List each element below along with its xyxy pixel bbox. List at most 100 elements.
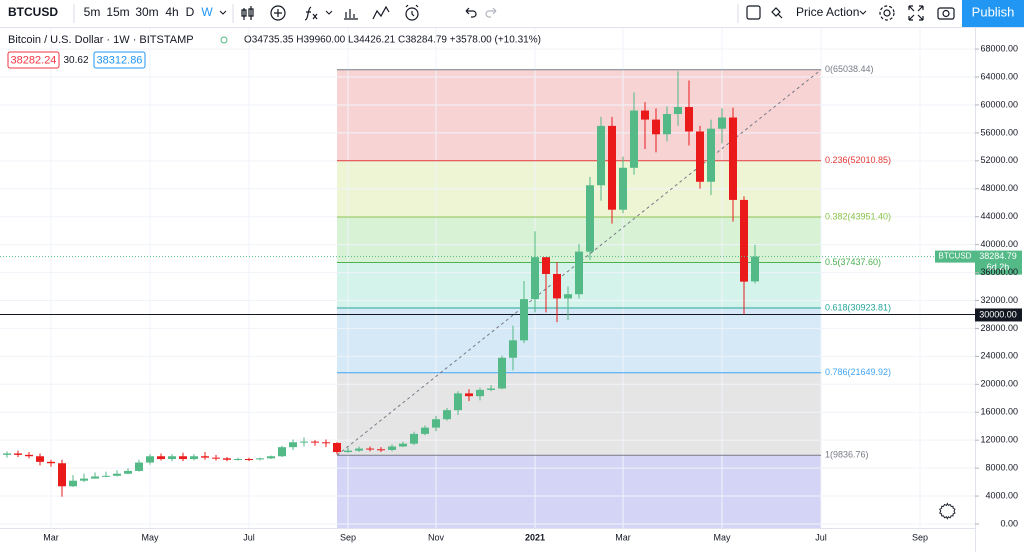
candles-icon[interactable] bbox=[241, 6, 254, 20]
candle-body bbox=[168, 456, 176, 460]
settings-gear bbox=[879, 5, 895, 21]
candle-body bbox=[388, 446, 396, 450]
candle-body bbox=[498, 357, 506, 389]
x-tick-label: Nov bbox=[428, 532, 445, 542]
bid: 38282.24 bbox=[11, 54, 57, 66]
interval[interactable]: 4h bbox=[165, 5, 178, 19]
redo-icon[interactable] bbox=[485, 7, 497, 18]
y-tick-label: 64000.00 bbox=[980, 71, 1018, 81]
ask-box[interactable] bbox=[93, 51, 146, 69]
candle-body bbox=[597, 125, 605, 186]
candle-body bbox=[113, 473, 121, 476]
candle-body bbox=[14, 453, 22, 455]
last-price-name-box bbox=[935, 250, 975, 263]
settings-icon[interactable] bbox=[883, 9, 891, 17]
axis-settings[interactable] bbox=[939, 502, 956, 520]
y-tick-label: 32000.00 bbox=[980, 295, 1018, 305]
interval[interactable]: W bbox=[201, 5, 213, 19]
candle-body bbox=[344, 450, 352, 453]
candle-body bbox=[454, 393, 462, 411]
candle-body bbox=[652, 119, 660, 135]
camera-icon[interactable] bbox=[937, 7, 955, 20]
intervals: 5m 15m 30m 4h D W bbox=[84, 5, 333, 19]
candle-body bbox=[410, 433, 418, 444]
candle-body bbox=[366, 448, 374, 450]
symbol[interactable]: BTCUSD bbox=[8, 5, 58, 19]
series-title: Bitcoin / U.S. Dollar · 1W · BITSTAMP bbox=[8, 34, 194, 46]
layout-icon[interactable] bbox=[746, 5, 761, 20]
bid-box[interactable] bbox=[7, 51, 60, 69]
dropdown-arrow bbox=[219, 10, 227, 15]
candle-body bbox=[432, 419, 440, 428]
candle-body bbox=[399, 443, 407, 447]
bars-icon[interactable] bbox=[344, 9, 358, 20]
publish-label: Publish bbox=[972, 4, 1015, 19]
fib-band bbox=[337, 308, 821, 373]
candle-body bbox=[190, 456, 198, 460]
fib-band bbox=[337, 372, 821, 456]
toolbar-icons bbox=[73, 4, 955, 23]
y-tick-label: 68000.00 bbox=[980, 43, 1018, 53]
candle-body bbox=[520, 299, 528, 341]
candle-body bbox=[36, 456, 44, 462]
candle-body bbox=[509, 340, 517, 358]
interval[interactable]: 5m bbox=[84, 5, 101, 19]
candle-body bbox=[157, 456, 165, 460]
publish-button[interactable] bbox=[962, 0, 1024, 27]
candle-body bbox=[179, 456, 187, 460]
y-tick-label: 60000.00 bbox=[980, 99, 1018, 109]
fib-trend-line bbox=[336, 69, 822, 456]
template-name[interactable]: Price Action bbox=[796, 5, 859, 19]
x-tick-label: Mar bbox=[615, 532, 631, 542]
fib-label: 0.786(21649.92) bbox=[825, 367, 891, 377]
ohlc-legend: O34735.35 H39960.00 L34426.21 C38284.79 … bbox=[244, 35, 541, 46]
y-tick-label: 40000.00 bbox=[980, 239, 1018, 249]
candle-body bbox=[69, 480, 77, 487]
candle-body bbox=[564, 294, 572, 299]
horizontal-line-tag bbox=[975, 308, 1022, 322]
y-tick-label: 12000.00 bbox=[980, 435, 1018, 445]
fx-icon[interactable] bbox=[304, 6, 318, 21]
interval[interactable]: D bbox=[186, 5, 195, 19]
candle-body bbox=[102, 475, 110, 477]
candle-body bbox=[245, 459, 253, 461]
compare-icon[interactable] bbox=[372, 5, 390, 20]
x-tick-label: Sep bbox=[340, 532, 356, 542]
countdown: 6d 2h bbox=[987, 262, 1010, 272]
candle-body bbox=[267, 456, 275, 459]
candle-body bbox=[47, 461, 55, 464]
candle-body bbox=[300, 441, 308, 443]
x-tick-label: 2021 bbox=[525, 532, 545, 542]
x-tick-label: Sep bbox=[912, 532, 928, 542]
candle-body bbox=[223, 458, 231, 460]
candle-body bbox=[25, 454, 33, 457]
fib-label: 0.382(43951.40) bbox=[825, 211, 891, 221]
template-icon bbox=[771, 7, 783, 19]
candle-body bbox=[575, 251, 583, 295]
alert-icon[interactable] bbox=[405, 7, 419, 21]
candle-body bbox=[443, 410, 451, 420]
y-tick-label: 56000.00 bbox=[980, 127, 1018, 137]
candle-body bbox=[333, 442, 341, 453]
fullscreen-icon[interactable] bbox=[908, 5, 924, 21]
interval[interactable]: 15m bbox=[106, 5, 129, 19]
candle-body bbox=[201, 456, 209, 458]
last-price-name: BTCUSD bbox=[939, 252, 972, 261]
candle-body bbox=[553, 273, 561, 299]
indicator-icon[interactable] bbox=[270, 5, 286, 21]
spread: 30.62 bbox=[63, 55, 88, 66]
candle-body bbox=[707, 128, 715, 182]
candle-body bbox=[421, 427, 429, 434]
undo-icon[interactable] bbox=[465, 7, 477, 18]
candle-body bbox=[729, 117, 737, 200]
interval[interactable]: 30m bbox=[135, 5, 158, 19]
candle-body bbox=[377, 449, 385, 451]
candle-body bbox=[256, 458, 264, 460]
candle-body bbox=[146, 456, 154, 463]
x-tick-label: Mar bbox=[43, 532, 59, 542]
y-tick-label: 28000.00 bbox=[980, 323, 1018, 333]
candle-body bbox=[663, 114, 671, 135]
candle-body bbox=[751, 256, 759, 282]
camera-lens bbox=[942, 9, 950, 18]
